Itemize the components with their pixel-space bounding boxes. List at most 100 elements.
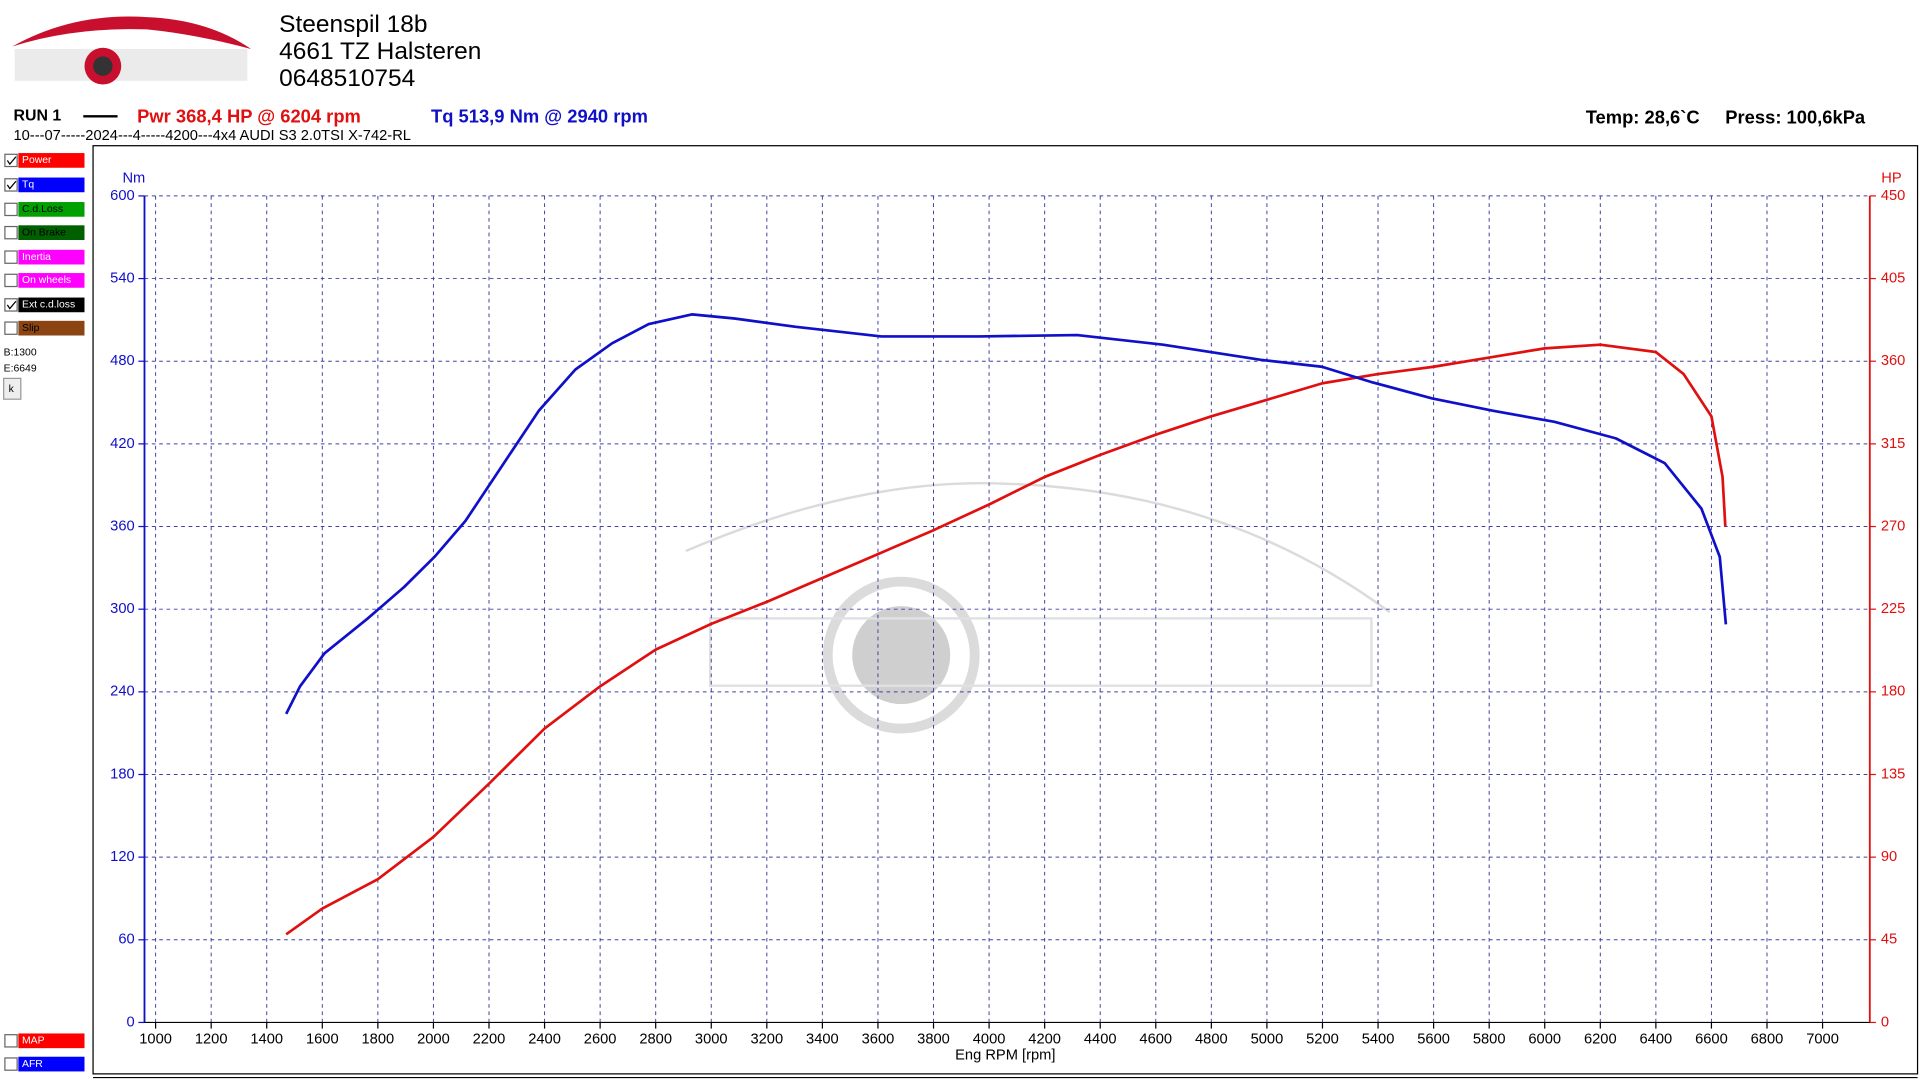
x-tick-label: 5600 — [1417, 1031, 1450, 1047]
y-axis-label: Nm — [122, 171, 145, 187]
option-label: Power — [22, 155, 52, 166]
checkbox[interactable] — [4, 321, 18, 335]
x-tick-label: 2000 — [417, 1031, 450, 1047]
option-chip — [18, 297, 85, 313]
x-tick-label: 6800 — [1751, 1031, 1784, 1047]
series-line — [284, 313, 1728, 715]
x-tick-label: 1400 — [250, 1031, 283, 1047]
option-label: Tq — [22, 180, 34, 191]
k-button[interactable] — [3, 377, 22, 400]
x-tick-label: 4600 — [1139, 1031, 1172, 1047]
watermark — [685, 482, 1391, 734]
checkbox[interactable] — [4, 178, 18, 192]
y2-tick-label: 135 — [1881, 766, 1906, 782]
option-chip — [18, 320, 85, 336]
x-tick-label: 6400 — [1640, 1031, 1673, 1047]
y2-tick-label: 225 — [1881, 601, 1906, 617]
x-tick-label: 5800 — [1473, 1031, 1506, 1047]
y-tick-label: 120 — [110, 849, 135, 865]
option-label: AFR — [22, 1059, 43, 1070]
x-tick-label: 1800 — [362, 1031, 395, 1047]
power-summary: Pwr 368,4 HP @ 6204 rpm — [137, 105, 361, 126]
x-tick-label: 6000 — [1528, 1031, 1561, 1047]
y2-tick-label: 90 — [1881, 849, 1897, 865]
x-tick-label: 1000 — [139, 1031, 172, 1047]
checkbox[interactable] — [4, 273, 18, 288]
y-tick-label: 180 — [110, 766, 135, 782]
y-tick-label: 0 — [127, 1014, 135, 1030]
y2-axis-label: HP — [1881, 171, 1902, 187]
y-tick-label: 540 — [110, 270, 135, 286]
run-label: RUN 1 — [13, 108, 61, 125]
x-tick-label: 5000 — [1251, 1031, 1284, 1047]
y2-tick-label: 270 — [1881, 518, 1906, 534]
x-tick-label: 5400 — [1362, 1031, 1395, 1047]
x-tick-label: 3800 — [917, 1031, 950, 1047]
option-chip — [18, 153, 85, 168]
y-tick-label: 360 — [110, 518, 135, 534]
option-label: Inertia — [22, 252, 51, 263]
option-label: C.d.Loss — [22, 204, 63, 215]
y-tick-label: 480 — [110, 353, 135, 369]
address-line: 0648510754 — [279, 65, 415, 92]
checkbox[interactable] — [4, 250, 18, 264]
x-tick-label: 6600 — [1695, 1031, 1728, 1047]
panel: Power Tq C.d.Loss On Brake Inertia On wh… — [3, 153, 85, 1072]
checkbox[interactable] — [4, 1034, 18, 1048]
option-label: Slip — [22, 323, 40, 334]
x-tick-label: 2200 — [473, 1031, 506, 1047]
x-tick-label: 4800 — [1195, 1031, 1228, 1047]
y-tick-label: 60 — [118, 932, 134, 948]
y2-tick-label: 360 — [1881, 353, 1906, 369]
checkbox[interactable] — [4, 298, 18, 312]
x-tick-label: 3600 — [862, 1031, 895, 1047]
x-tick-label: 3200 — [750, 1031, 783, 1047]
x-tick-label: 5200 — [1306, 1031, 1339, 1047]
x-tick-label: 7000 — [1806, 1031, 1839, 1047]
option-label: On wheels — [22, 275, 71, 286]
begin-label: B:1300 — [4, 347, 37, 358]
logo — [12, 16, 252, 85]
option-label: Ext c.d.loss — [22, 300, 75, 311]
option-chip — [18, 225, 85, 240]
pressure: Press: 100,6kPa — [1725, 107, 1866, 128]
series-line — [285, 343, 1727, 936]
x-tick-label: 3000 — [695, 1031, 728, 1047]
checkbox[interactable] — [4, 225, 18, 240]
x-tick-label: 4400 — [1084, 1031, 1117, 1047]
option-label: MAP — [22, 1036, 45, 1047]
option-chip — [18, 202, 85, 217]
y-tick-label: 420 — [110, 436, 135, 452]
y-tick-label: 600 — [110, 188, 135, 204]
checkbox[interactable] — [4, 153, 18, 168]
x-axis-label: Eng RPM [rpm] — [955, 1047, 1055, 1063]
checkbox[interactable] — [4, 202, 18, 217]
torque-summary: Tq 513,9 Nm @ 2940 rpm — [431, 105, 648, 126]
temperature: Temp: 28,6`C — [1586, 107, 1700, 128]
x-tick-label: 4200 — [1028, 1031, 1061, 1047]
option-chip — [18, 1056, 85, 1072]
x-tick-label: 3400 — [806, 1031, 839, 1047]
button-label: k — [9, 384, 15, 395]
x-tick-label: 1200 — [195, 1031, 228, 1047]
option-chip — [18, 273, 85, 288]
y2-tick-label: 180 — [1881, 684, 1906, 700]
x-tick-label: 4000 — [973, 1031, 1006, 1047]
y-tick-label: 240 — [110, 684, 135, 700]
address-line: 4661 TZ Halsteren — [279, 38, 481, 65]
address-line: Steenspil 18b — [279, 11, 427, 38]
y2-tick-label: 315 — [1881, 436, 1906, 452]
y2-tick-label: 0 — [1881, 1014, 1889, 1030]
option-chip — [18, 1033, 85, 1049]
x-tick-label: 6200 — [1584, 1031, 1617, 1047]
x-tick-label: 2800 — [639, 1031, 672, 1047]
y2-tick-label: 45 — [1881, 932, 1897, 948]
y2-tick-label: 405 — [1881, 270, 1906, 286]
end-label: E:6649 — [4, 363, 37, 374]
chart-frame — [92, 145, 1919, 1075]
checkbox[interactable] — [4, 1057, 18, 1071]
option-chip — [18, 249, 85, 265]
y-tick-label: 300 — [110, 601, 135, 617]
